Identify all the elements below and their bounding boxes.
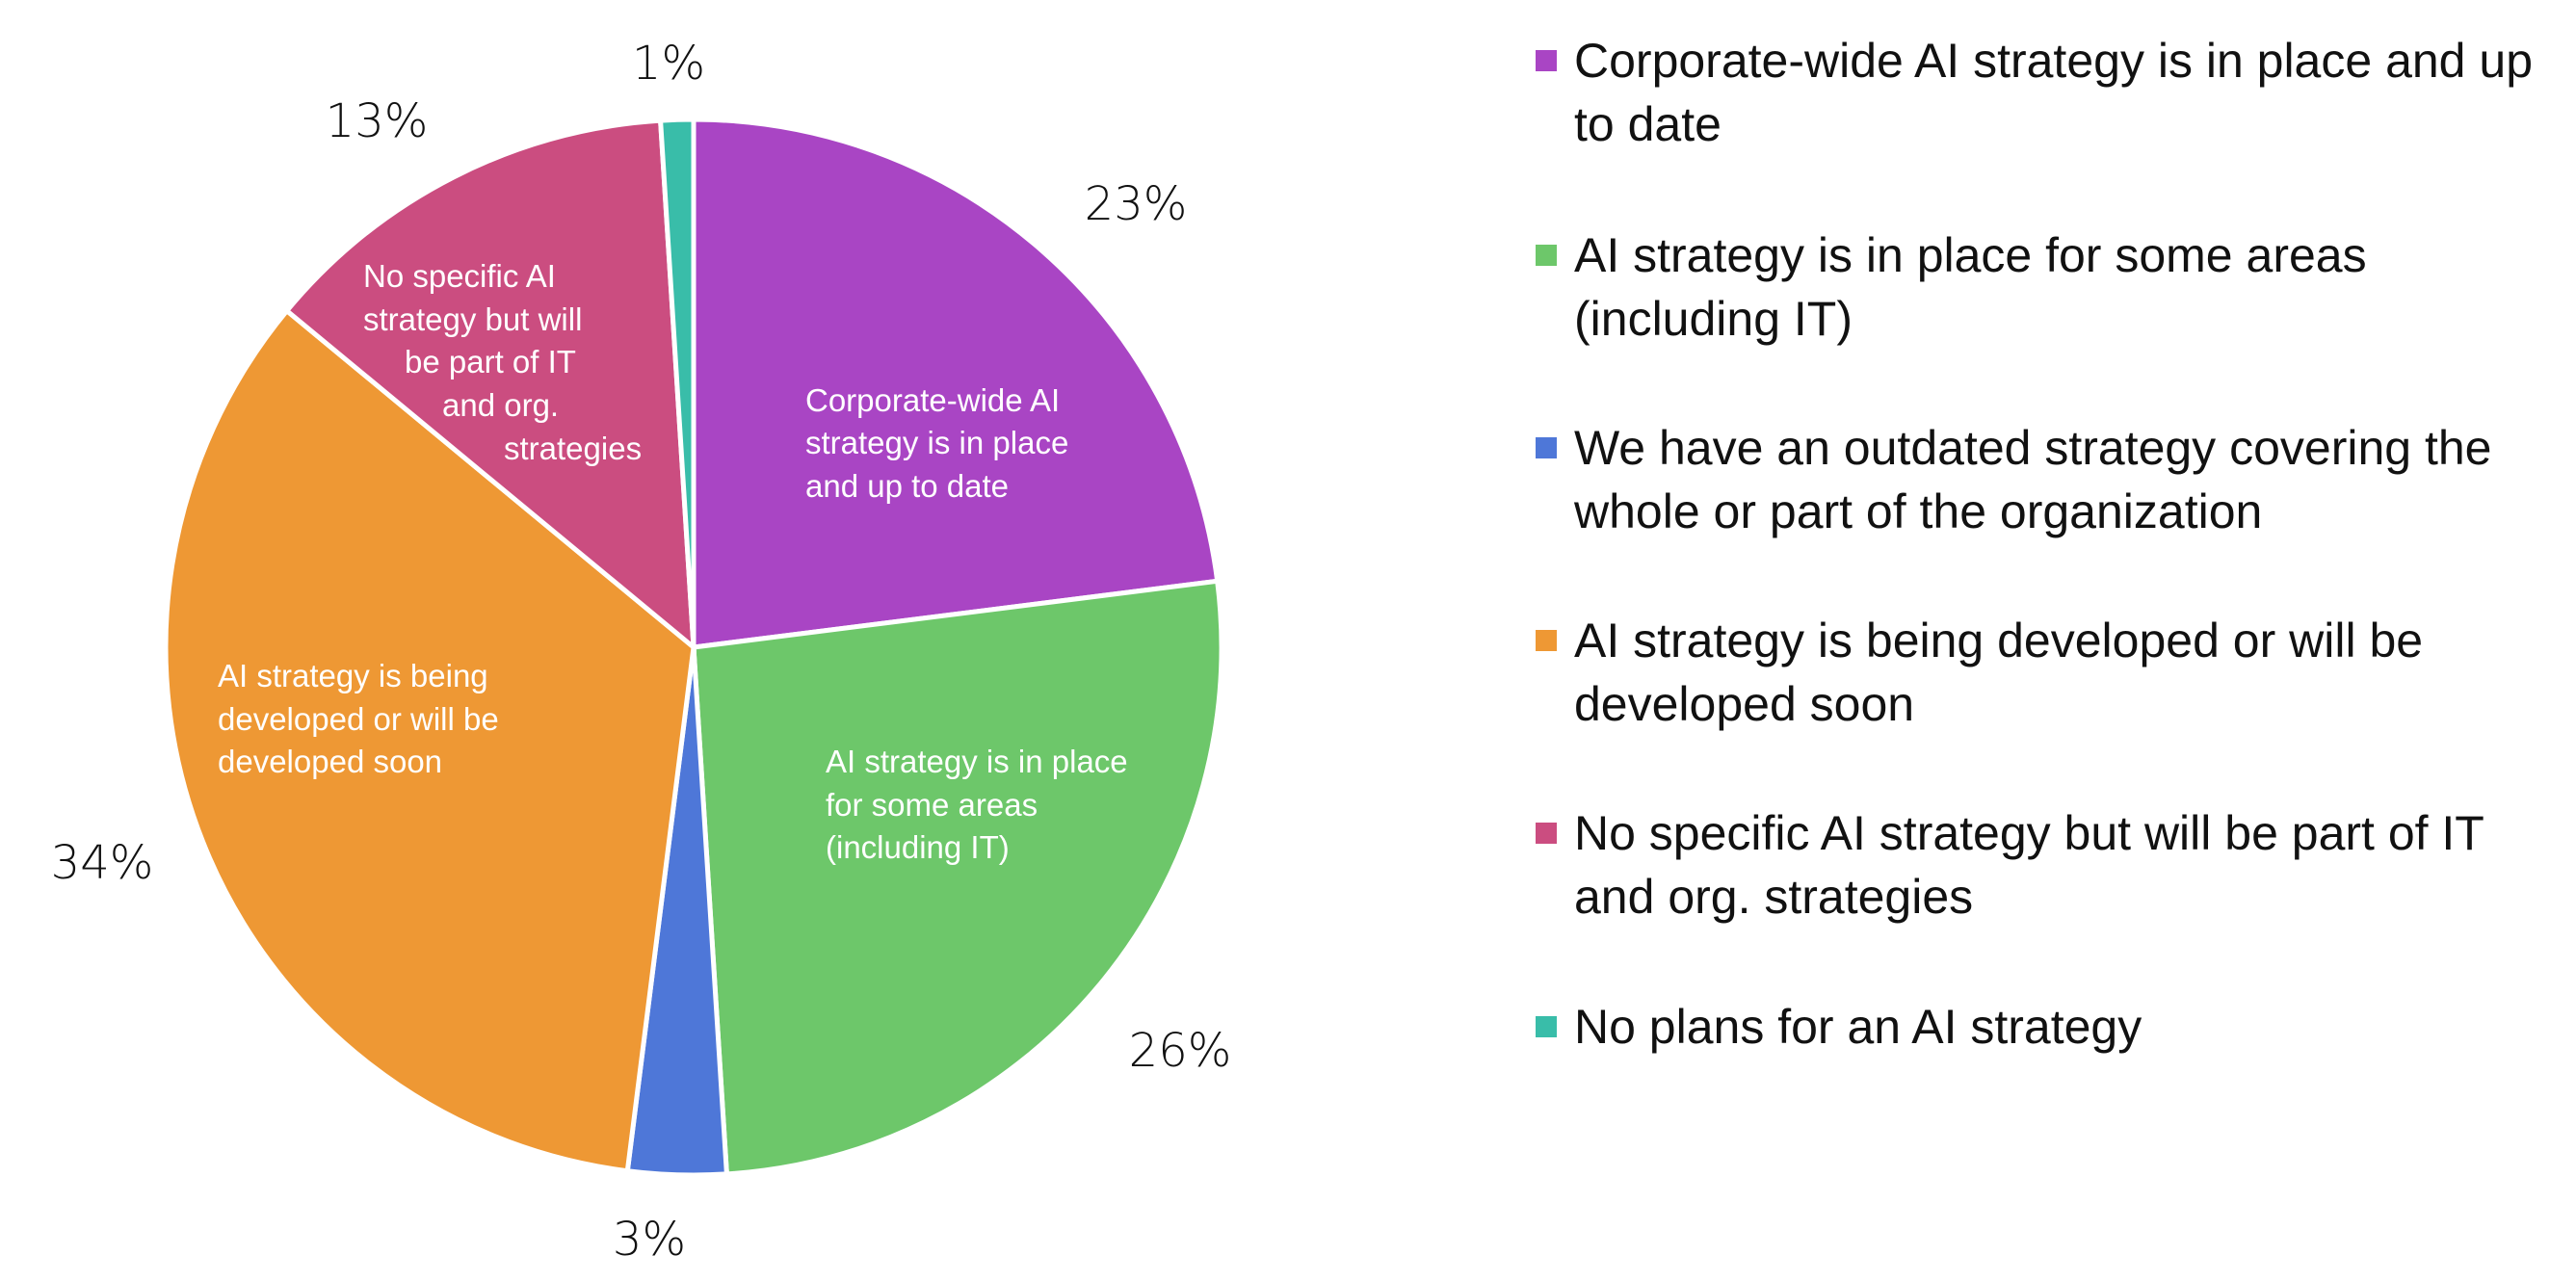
legend-swatch — [1536, 50, 1557, 71]
legend-label: AI strategy is being developed or will b… — [1574, 614, 2424, 731]
legend-label: AI strategy is in place for some areas (… — [1574, 228, 2367, 346]
slice-inner-label: AI strategy is being — [218, 658, 488, 693]
data-label: 26% — [1129, 1024, 1232, 1078]
legend-item: No plans for an AI strategy — [1536, 995, 2576, 1059]
legend-swatch — [1536, 1016, 1557, 1037]
slice-inner-label: developed or will be — [218, 701, 499, 737]
slice-inner-label: strategies — [504, 431, 642, 466]
data-label: 1% — [632, 37, 705, 91]
pie-slice — [691, 578, 1224, 1177]
legend-label: No plans for an AI strategy — [1574, 1000, 2142, 1054]
data-label: 23% — [1085, 177, 1188, 231]
slice-inner-label: be part of IT — [405, 344, 576, 379]
slice-inner-label: strategy but will — [363, 301, 582, 337]
data-label: 3% — [613, 1213, 686, 1267]
legend-label: We have an outdated strategy covering th… — [1574, 421, 2492, 538]
slice-inner-label: No specific AI — [363, 258, 556, 294]
legend-swatch — [1536, 823, 1557, 844]
legend-swatch — [1536, 245, 1557, 266]
legend-label: No specific AI strategy but will be part… — [1574, 806, 2484, 924]
slice-inner-label: for some areas — [826, 787, 1038, 823]
legend-item: Corporate-wide AI strategy is in place a… — [1536, 29, 2576, 156]
slice-inner-label: and org. — [442, 387, 559, 423]
legend-swatch — [1536, 437, 1557, 458]
data-label: 13% — [326, 94, 429, 148]
slice-inner-label: Corporate-wide AI — [805, 382, 1060, 418]
legend-item: AI strategy is in place for some areas (… — [1536, 223, 2576, 351]
legend-swatch — [1536, 630, 1557, 651]
pie-slice — [163, 307, 697, 1174]
slice-inner-label: developed soon — [218, 744, 442, 779]
legend-item: We have an outdated strategy covering th… — [1536, 416, 2576, 543]
legend-item: No specific AI strategy but will be part… — [1536, 801, 2576, 929]
legend-label: Corporate-wide AI strategy is in place a… — [1574, 34, 2533, 151]
legend-item: AI strategy is being developed or will b… — [1536, 609, 2576, 736]
data-label: 34% — [51, 836, 154, 890]
slice-inner-label: and up to date — [805, 468, 1009, 504]
slice-inner-label: AI strategy is in place — [826, 744, 1128, 779]
pie-slice — [691, 117, 1221, 650]
slice-inner-label: (including IT) — [826, 829, 1010, 865]
pie-slice — [283, 118, 697, 653]
pie-chart: 23% Corporate-wide AI strategy is in place… — [51, 37, 1232, 1267]
slice-inner-label: strategy is in place — [805, 425, 1068, 460]
pie-slice — [657, 117, 697, 648]
